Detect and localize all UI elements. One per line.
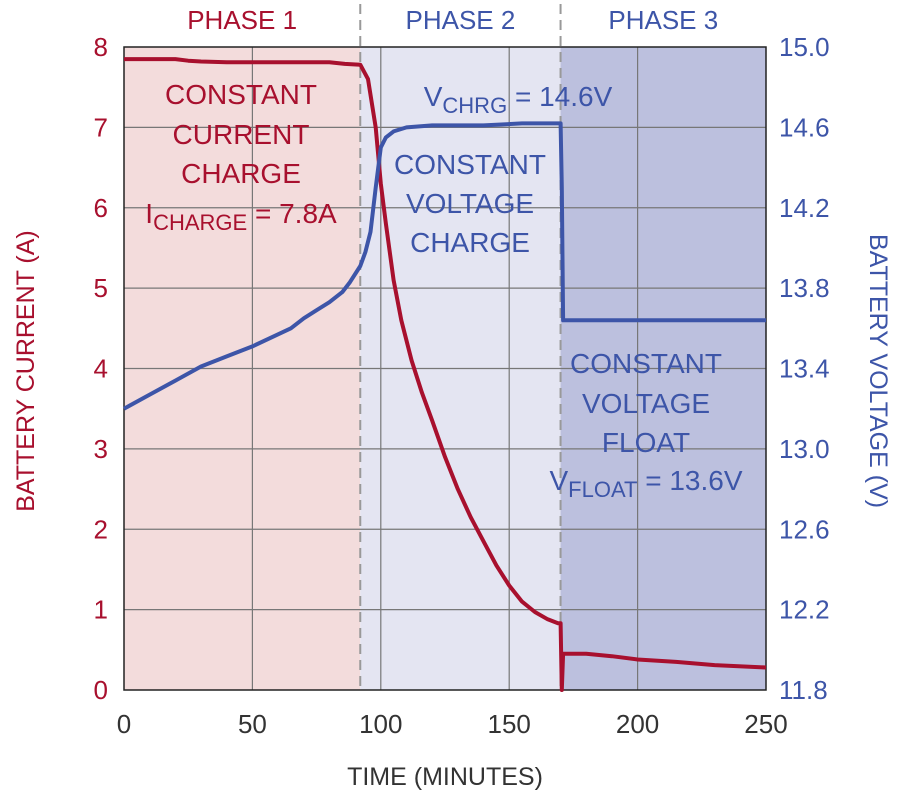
left-tick-label: 4	[94, 354, 108, 384]
v-value: = 14.6V	[507, 81, 612, 112]
phase1-annotation: CONSTANT CURRENT CHARGE ICHARGE = 7.8A	[145, 79, 337, 235]
x-tick-label: 250	[744, 709, 787, 739]
right-tick-label: 15.0	[779, 32, 830, 62]
left-tick-label: 6	[94, 193, 108, 223]
v-symbol: V	[549, 465, 568, 496]
right-tick-label: 12.6	[779, 514, 830, 544]
i-value: = 7.8A	[247, 198, 337, 229]
phase-labels: PHASE 1 PHASE 2 PHASE 3	[187, 5, 718, 35]
phase1-current-setpoint: ICHARGE = 7.8A	[145, 198, 337, 235]
v-subscript: FLOAT	[568, 477, 637, 502]
plot-frame	[123, 46, 767, 691]
v-symbol: V	[424, 81, 443, 112]
right-axis-ticks: 11.8 12.2 12.6 13.0 13.4 13.8 14.2 14.6 15.0	[779, 32, 830, 705]
phase-label-2: PHASE 2	[405, 5, 515, 35]
phase3-annotation: CONSTANT VOLTAGE FLOAT VFLOAT = 13.6V	[549, 348, 742, 502]
phase2-voltage-setpoint: VCHRG = 14.6V	[424, 81, 613, 118]
v-subscript: CHRG	[442, 93, 507, 118]
right-tick-label: 13.4	[779, 354, 830, 384]
left-tick-label: 7	[94, 112, 108, 142]
i-symbol: I	[145, 198, 153, 229]
right-axis-title: BATTERY VOLTAGE (V)	[864, 234, 892, 508]
phase-dividers	[359, 4, 562, 690]
phase2-annotation: VCHRG = 14.6V CONSTANT VOLTAGE CHARGE	[394, 81, 613, 258]
phase3-line-2: VOLTAGE	[582, 388, 710, 419]
phase2-line-2: VOLTAGE	[406, 188, 534, 219]
x-axis-title: TIME (MINUTES)	[347, 763, 543, 791]
x-tick-label: 200	[616, 709, 659, 739]
phase2-line-1: CONSTANT	[394, 149, 546, 180]
right-tick-label: 13.8	[779, 273, 830, 303]
x-tick-label: 0	[117, 709, 131, 739]
right-tick-label: 13.0	[779, 434, 830, 464]
right-tick-label: 11.8	[779, 675, 828, 705]
v-value: = 13.6V	[637, 465, 742, 496]
i-subscript: CHARGE	[153, 210, 247, 235]
x-tick-label: 50	[238, 709, 267, 739]
x-tick-label: 100	[359, 709, 402, 739]
left-tick-label: 0	[94, 675, 108, 705]
left-tick-label: 8	[94, 32, 108, 62]
phase3-voltage-setpoint: VFLOAT = 13.6V	[549, 465, 742, 502]
phase3-line-1: CONSTANT	[570, 348, 722, 379]
phase1-line-1: CONSTANT	[165, 79, 317, 110]
phase-label-3: PHASE 3	[608, 5, 718, 35]
phase1-line-2: CURRENT	[173, 119, 310, 150]
phase3-line-3: FLOAT	[602, 427, 690, 458]
phase-label-1: PHASE 1	[187, 5, 297, 35]
right-tick-label: 14.6	[779, 112, 830, 142]
left-tick-label: 5	[94, 273, 108, 303]
x-tick-label: 150	[488, 709, 531, 739]
left-axis-title: BATTERY CURRENT (A)	[12, 230, 40, 512]
x-axis-ticks: 0 50 100 150 200 250	[117, 709, 788, 739]
right-tick-label: 14.2	[779, 193, 830, 223]
phase1-line-3: CHARGE	[181, 158, 301, 189]
series-line-voltage	[123, 121, 766, 411]
left-tick-label: 1	[94, 595, 108, 625]
series-line-current	[124, 57, 767, 692]
phase2-line-3: CHARGE	[410, 227, 530, 258]
left-tick-label: 3	[94, 434, 108, 464]
left-axis-ticks: 0 1 2 3 4 5 6 7 8	[94, 32, 108, 705]
left-tick-label: 2	[94, 514, 108, 544]
right-tick-label: 12.2	[779, 595, 830, 625]
